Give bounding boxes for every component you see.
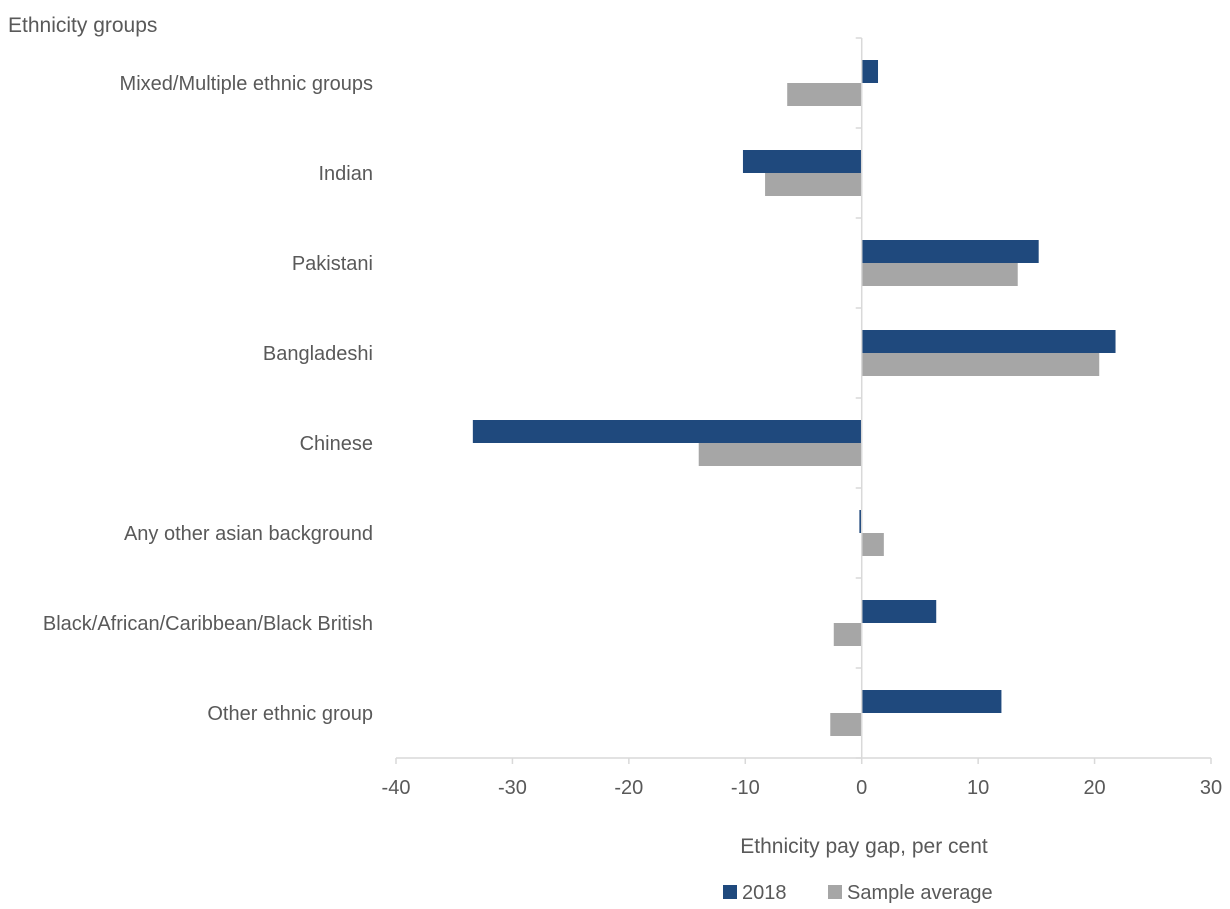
- category-label: Indian: [319, 163, 374, 185]
- legend-label-series1: 2018: [742, 882, 787, 904]
- category-label: Any other asian background: [124, 523, 373, 545]
- x-axis-title: Ethnicity pay gap, per cent: [740, 835, 988, 858]
- x-tick-label: 30: [1200, 777, 1222, 799]
- bar-series1-3: [862, 330, 1116, 353]
- bar-series2-1: [765, 173, 862, 196]
- category-label: Chinese: [300, 433, 373, 455]
- category-label: Other ethnic group: [207, 703, 373, 725]
- y-axis-title: Ethnicity groups: [8, 14, 157, 37]
- bar-series1-4: [473, 420, 862, 443]
- category-label: Bangladeshi: [263, 343, 373, 365]
- x-tick-label: 20: [1083, 777, 1105, 799]
- x-tick-label: 10: [967, 777, 989, 799]
- bar-series2-5: [862, 533, 884, 556]
- category-label: Pakistani: [292, 253, 373, 275]
- x-tick-label: -20: [614, 777, 643, 799]
- legend-swatch-series1: [723, 885, 737, 899]
- category-label: Black/African/Caribbean/Black British: [43, 613, 373, 635]
- category-label: Mixed/Multiple ethnic groups: [120, 73, 373, 95]
- axes-layer: [396, 38, 1211, 764]
- category-labels: Mixed/Multiple ethnic groups Indian Pakist…: [43, 73, 373, 725]
- x-tick-labels: -40 -30 -20 -10 0 10 20 30: [382, 777, 1223, 799]
- bar-series2-3: [862, 353, 1100, 376]
- bars-layer: [473, 60, 1116, 736]
- bar-series2-0: [787, 83, 862, 106]
- legend-swatch-series2: [828, 885, 842, 899]
- bar-series1-7: [862, 690, 1002, 713]
- x-tick-label: -10: [731, 777, 760, 799]
- bar-series2-7: [830, 713, 861, 736]
- bar-series2-4: [699, 443, 862, 466]
- x-tick-label: -30: [498, 777, 527, 799]
- bar-series1-2: [862, 240, 1039, 263]
- legend: 2018 Sample average: [723, 882, 993, 904]
- bar-series2-2: [862, 263, 1018, 286]
- legend-label-series2: Sample average: [847, 882, 993, 904]
- bar-series2-6: [834, 623, 862, 646]
- bar-series1-6: [862, 600, 937, 623]
- bar-series1-1: [743, 150, 862, 173]
- bar-series1-0: [862, 60, 878, 83]
- x-tick-label: -40: [382, 777, 411, 799]
- x-tick-label: 0: [856, 777, 867, 799]
